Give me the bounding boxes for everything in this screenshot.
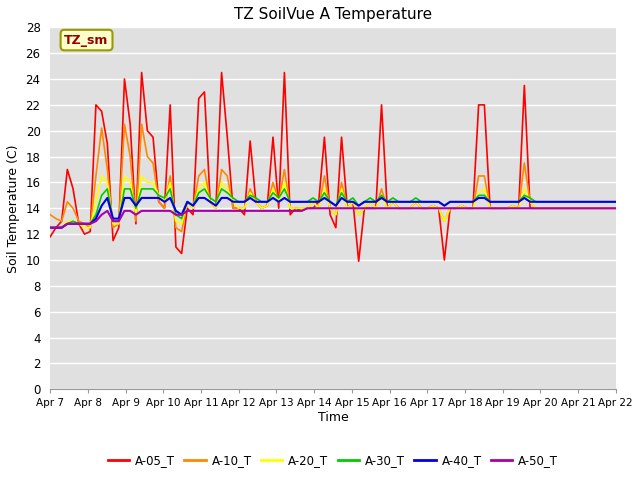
X-axis label: Time: Time — [317, 411, 348, 424]
Text: TZ_sm: TZ_sm — [65, 34, 109, 47]
Title: TZ SoilVue A Temperature: TZ SoilVue A Temperature — [234, 7, 432, 22]
Legend: A-05_T, A-10_T, A-20_T, A-30_T, A-40_T, A-50_T: A-05_T, A-10_T, A-20_T, A-30_T, A-40_T, … — [103, 449, 563, 472]
Y-axis label: Soil Temperature (C): Soil Temperature (C) — [7, 144, 20, 273]
